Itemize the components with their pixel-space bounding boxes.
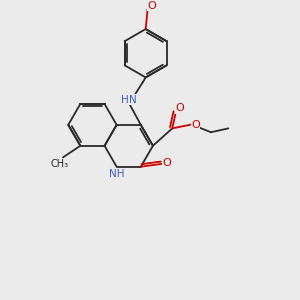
Text: O: O [147,1,156,11]
Text: O: O [191,119,200,130]
Text: O: O [163,158,171,168]
Text: NH: NH [109,169,124,179]
Text: N: N [129,95,137,105]
Text: H: H [122,95,129,105]
Text: O: O [176,103,184,113]
Text: CH₃: CH₃ [50,159,68,169]
